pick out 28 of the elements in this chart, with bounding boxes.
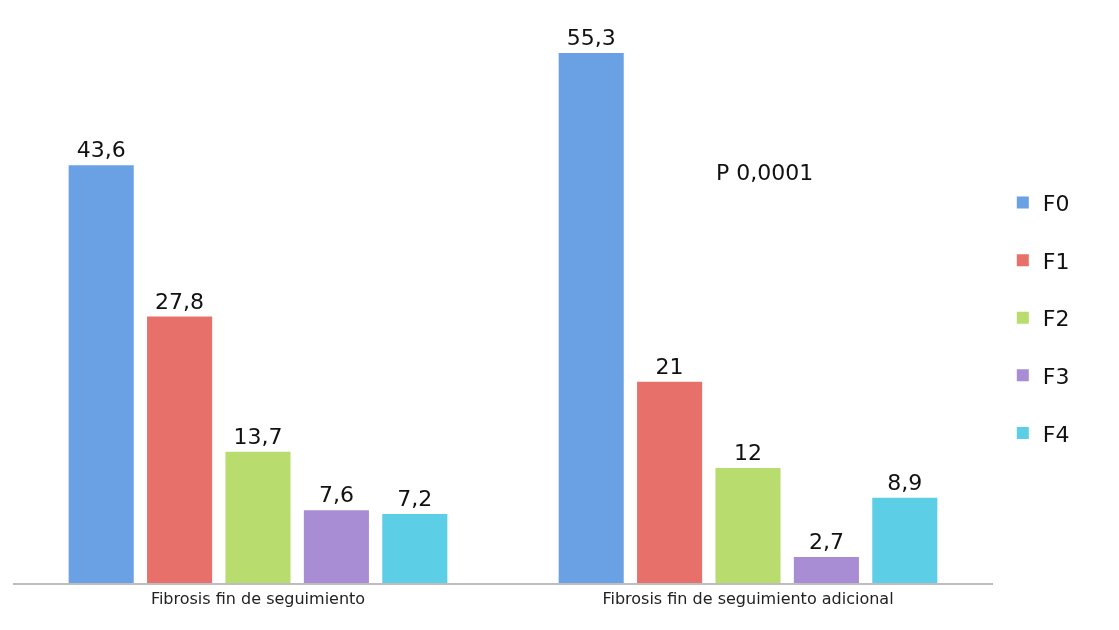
data-label: 13,7: [233, 423, 283, 449]
legend-label: F3: [1042, 363, 1070, 389]
data-label: 12: [734, 439, 762, 465]
legend-label: F0: [1042, 191, 1070, 217]
data-label: 43,6: [76, 137, 126, 163]
data-label: 21: [655, 353, 684, 379]
data-label: 7,6: [318, 482, 354, 508]
data-label: 55,3: [566, 25, 616, 50]
data-label: 27,8: [155, 288, 205, 314]
bar: [872, 497, 938, 583]
bar: [637, 381, 703, 583]
x-tick-label: Fibrosis fin de seguimiento adicional: [602, 588, 894, 608]
bar: [147, 316, 213, 583]
bar: [68, 165, 134, 583]
x-tick-label: Fibrosis fin de seguimiento: [150, 588, 366, 608]
legend-label: F1: [1042, 248, 1070, 274]
bar: [303, 510, 369, 583]
bar: [715, 467, 781, 583]
bar: [382, 513, 448, 583]
data-label: 8,9: [887, 469, 923, 495]
data-label: 2,7: [808, 529, 844, 555]
legend-label: F2: [1042, 306, 1070, 332]
bar: [793, 557, 859, 583]
data-label: 7,2: [397, 485, 433, 511]
bar: [225, 451, 291, 583]
bar: [558, 53, 624, 583]
legend-label: F4: [1042, 421, 1070, 447]
annotation: P 0,0001: [716, 160, 814, 185]
